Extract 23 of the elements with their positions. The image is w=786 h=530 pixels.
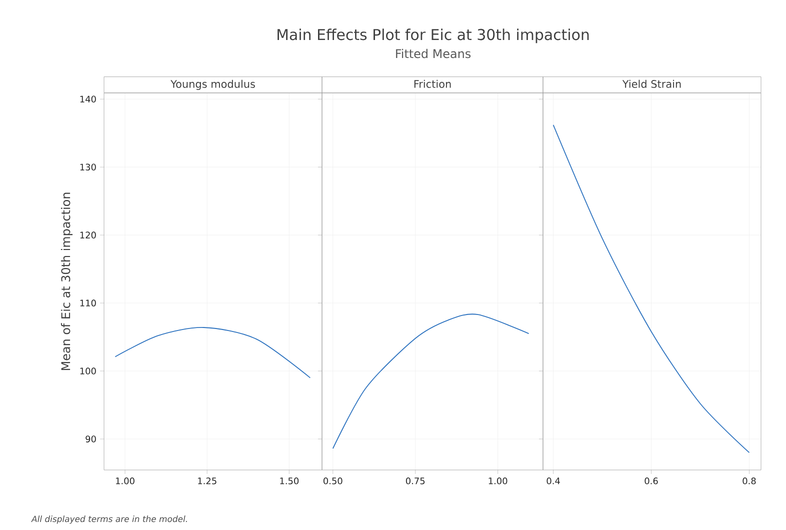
x-tick-label: 1.00	[488, 478, 508, 484]
x-tick-label: 0.4	[546, 478, 560, 484]
y-tick-label: 90	[86, 436, 96, 442]
x-tick-label: 0.8	[742, 478, 756, 484]
x-axis-title: Friction	[414, 80, 451, 88]
chart-subtitle: Fitted Means	[396, 48, 471, 58]
y-tick-label: 110	[80, 300, 96, 306]
chart-title: Main Effects Plot for Eic at 30th impaction	[278, 28, 589, 44]
y-axis-title: Mean of Eic at 30th impaction	[60, 192, 73, 370]
x-axis-title: Yield Strain	[622, 80, 681, 88]
line-series	[114, 327, 311, 378]
y-tick-label: 130	[80, 164, 96, 170]
x-tick-label: 1.25	[198, 478, 216, 484]
x-axis-title: Youngs modulus	[170, 80, 255, 90]
x-tick-label: 1.50	[280, 478, 299, 484]
x-tick-label: 0.50	[324, 478, 342, 484]
text: All displayed terms are in the model.	[31, 516, 187, 524]
x-tick-label: 0.6	[644, 478, 658, 484]
y-tick-label: 100	[80, 368, 96, 374]
x-tick-label: 1.00	[116, 478, 134, 484]
x-tick-label: 0.75	[406, 478, 425, 484]
y-tick-label: 140	[80, 96, 96, 102]
y-tick-label: 120	[80, 232, 96, 238]
